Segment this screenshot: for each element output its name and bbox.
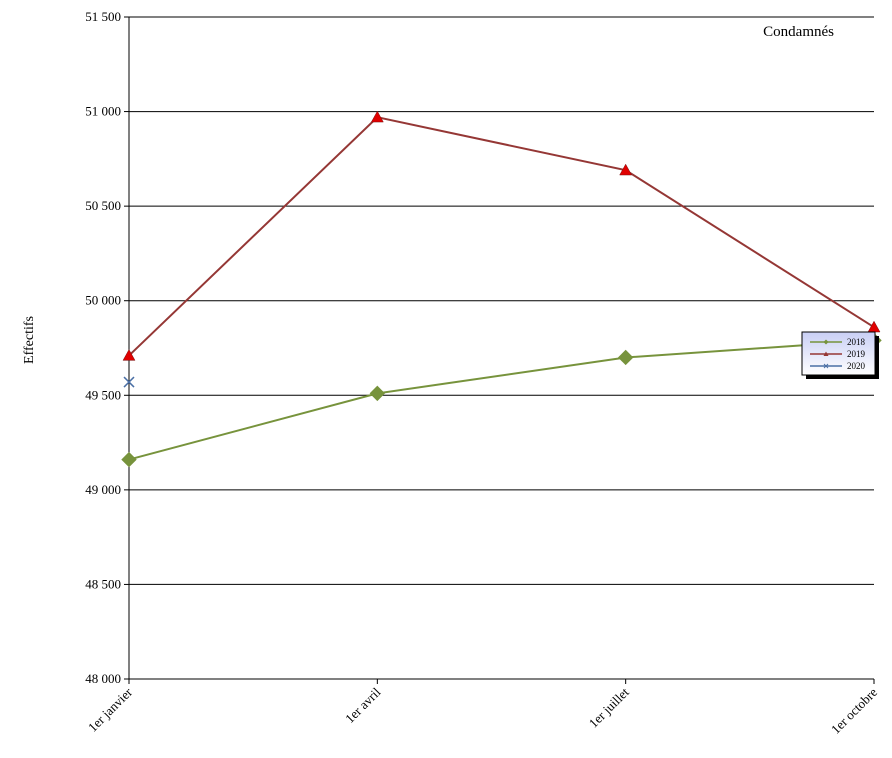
y-tick-label: 51 000 xyxy=(85,104,121,119)
legend-label: 2019 xyxy=(847,349,866,359)
data-point xyxy=(122,349,136,361)
x-tick-label: 1er avril xyxy=(342,684,384,726)
legend-item: 2020 xyxy=(810,361,866,371)
x-tick-label: 1er octobre xyxy=(828,684,880,736)
legend: 2018 2019 2020 xyxy=(801,331,879,379)
data-point xyxy=(121,451,137,468)
axes xyxy=(124,16,875,684)
legend-marker xyxy=(823,363,829,369)
y-tick-label: 49 500 xyxy=(85,387,121,402)
y-tick-label: 49 000 xyxy=(85,482,121,497)
series-2019 xyxy=(122,110,881,361)
y-tick-labels: 48 000 48 500 49 000 49 500 50 000 50 500 51 0… xyxy=(85,9,121,686)
series-2020 xyxy=(123,376,135,388)
legend-label: 2020 xyxy=(847,361,866,371)
chart-title: Condamnés xyxy=(763,24,834,40)
data-point xyxy=(123,376,135,388)
data-point xyxy=(370,110,384,123)
y-tick-label: 50 000 xyxy=(85,293,121,308)
series-line xyxy=(128,339,875,461)
series-2018 xyxy=(121,332,882,468)
gridlines xyxy=(129,16,874,680)
legend-marker xyxy=(823,339,829,345)
legend-label: 2018 xyxy=(847,337,866,347)
y-tick-label: 51 500 xyxy=(85,9,121,24)
data-point xyxy=(619,163,633,176)
data-point xyxy=(617,349,634,366)
legend-item: 2018 xyxy=(810,337,866,347)
data-point xyxy=(867,320,881,333)
legend-item: 2019 xyxy=(810,349,866,359)
x-tick-label: 1er juillet xyxy=(586,684,632,730)
x-tick-labels: 1er janvier 1er avril 1er juillet 1er octob… xyxy=(85,684,880,737)
series-line xyxy=(128,116,875,357)
x-tick-label: 1er janvier xyxy=(85,684,136,735)
y-tick-label: 48 500 xyxy=(85,576,121,591)
y-axis-title: Effectifs xyxy=(22,316,37,364)
series-group xyxy=(121,110,882,468)
legend-marker xyxy=(823,351,829,356)
y-tick-label: 50 500 xyxy=(85,198,121,213)
data-point xyxy=(369,385,386,402)
y-tick-label: 48 000 xyxy=(85,671,121,686)
data-point-stroke xyxy=(123,376,135,388)
